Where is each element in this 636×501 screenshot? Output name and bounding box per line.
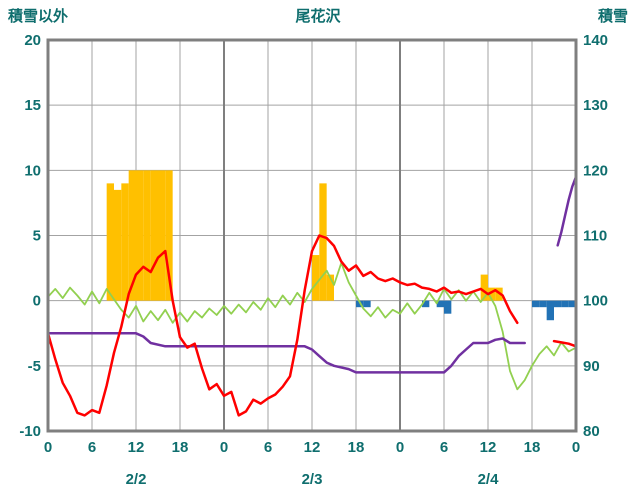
purple-snow-line [556,175,578,247]
y-right-tick-label: 100 [583,293,608,310]
x-tick-label: 0 [572,439,580,456]
orange-sunshine-bars [136,170,144,301]
blue-precip-bars [568,300,576,308]
y-right-tick-label: 80 [583,423,600,440]
red-temp-line [46,234,519,417]
orange-sunshine-bars [488,287,496,301]
purple-snow-line [46,332,526,374]
blue-precip-bars [546,300,554,321]
orange-sunshine-bars [165,170,173,301]
x-tick-label: 0 [396,439,404,456]
x-tick-label: 6 [88,439,96,456]
blue-precip-bars [436,300,444,308]
blue-precip-bars [539,300,547,308]
y-left-tick-label: 5 [33,228,41,245]
x-day-label: 2/3 [302,471,323,488]
right-axis-title: 積雪 [597,8,628,25]
blue-precip-bars [363,300,371,308]
blue-precip-bars [444,300,452,314]
y-right-tick-label: 140 [583,32,608,49]
x-tick-label: 18 [348,439,365,456]
y-left-tick-label: 0 [33,293,41,310]
plot-frame [46,38,578,433]
y-right-tick-label: 90 [583,358,600,375]
y-left-tick-label: 20 [24,32,41,49]
y-left-tick-label: -10 [19,423,41,440]
x-tick-label: 6 [264,439,272,456]
orange-sunshine-bars [158,170,166,301]
x-tick-label: 12 [304,439,321,456]
y-left-tick-label: 10 [24,162,41,179]
blue-precip-bars [422,300,430,308]
orange-sunshine-bars [106,183,114,301]
x-day-label: 2/4 [478,471,500,488]
x-tick-label: 18 [172,439,189,456]
left-axis-title: 積雪以外 [8,8,69,25]
orange-sunshine-bars [312,255,320,301]
x-tick-label: 0 [44,439,52,456]
blue-precip-bars [554,300,562,308]
orange-sunshine-bars [326,274,334,301]
blue-precip-bars [532,300,540,308]
blue-precip-bars [561,300,569,308]
x-day-label: 2/2 [126,471,147,488]
x-tick-label: 6 [440,439,448,456]
y-right-tick-label: 110 [583,228,607,245]
x-tick-label: 12 [480,439,497,456]
red-temp-line [552,339,578,348]
x-tick-label: 12 [128,439,145,456]
orange-sunshine-bars [128,170,136,301]
y-right-tick-label: 120 [583,162,608,179]
y-right-tick-label: 130 [583,97,608,114]
orange-sunshine-bars [319,183,327,301]
orange-sunshine-bars [480,274,488,301]
y-left-tick-label: 15 [24,97,41,114]
y-left-tick-label: -5 [28,358,41,375]
orange-sunshine-bars [143,170,151,301]
orange-sunshine-bars [150,170,158,301]
orange-sunshine-bars [114,189,122,301]
chart-title: 尾花沢 [295,8,341,25]
x-tick-label: 18 [524,439,541,456]
blue-precip-bars [356,300,364,308]
orange-sunshine-bars [121,183,129,301]
x-tick-label: 0 [220,439,228,456]
